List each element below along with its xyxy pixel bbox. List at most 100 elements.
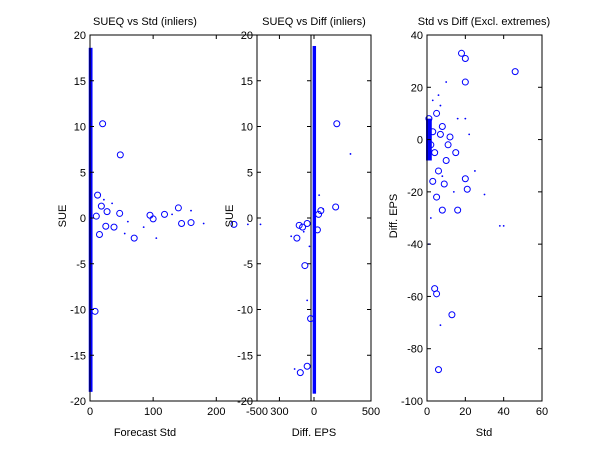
data-point-dot <box>502 224 505 227</box>
data-point <box>146 211 154 219</box>
data-point <box>332 203 340 211</box>
data-point <box>429 128 437 136</box>
data-point-dot <box>202 222 205 225</box>
y-axis-label: SUE <box>57 205 69 228</box>
data-point <box>299 223 307 231</box>
data-point <box>303 219 311 227</box>
y-tick-label: 20 <box>74 30 86 42</box>
data-point <box>429 177 437 185</box>
data-point-dot <box>439 324 442 327</box>
data-point <box>296 369 304 377</box>
data-point <box>95 230 103 238</box>
y-axis-label: Diff. EPS <box>388 194 400 238</box>
data-point <box>442 156 450 164</box>
data-point-dot <box>171 213 173 216</box>
data-point <box>333 120 341 128</box>
x-tick-label: 100 <box>144 406 162 418</box>
data-point-dot <box>483 193 486 196</box>
data-point <box>461 55 469 63</box>
y-tick-label: 0 <box>80 213 86 225</box>
x-tick-label: 0 <box>424 406 430 418</box>
data-point <box>511 68 519 76</box>
data-point <box>91 307 99 315</box>
data-point <box>440 180 448 188</box>
data-point <box>431 149 439 157</box>
data-point <box>315 210 323 218</box>
data-point <box>438 206 446 214</box>
data-point-dot <box>452 190 455 193</box>
data-point-dot <box>322 207 325 210</box>
x-axis-label: Std <box>476 427 493 439</box>
y-tick-label: -15 <box>70 350 86 362</box>
data-point <box>454 206 462 214</box>
data-point <box>116 151 124 159</box>
data-point <box>178 219 186 227</box>
x-tick-label: 0 <box>311 406 317 418</box>
data-point <box>174 204 182 212</box>
y-tick-label: -5 <box>243 259 253 271</box>
data-point <box>317 207 325 215</box>
data-point-dot <box>246 223 249 226</box>
data-point-dot <box>498 224 501 227</box>
chart-title: Std vs Diff (Excl. extremes) <box>418 16 550 28</box>
x-tick-label: 300 <box>270 406 288 418</box>
data-point <box>435 366 442 374</box>
data-point-dot <box>259 223 262 226</box>
data-point-dot <box>439 104 442 107</box>
data-point-dot <box>123 232 126 235</box>
data-point <box>435 167 442 175</box>
data-point-dot <box>308 245 311 248</box>
x-axis-label: Diff. EPS <box>292 427 336 439</box>
plot-area <box>426 34 543 402</box>
y-tick-label: -15 <box>237 350 253 362</box>
data-point-dot <box>102 198 105 201</box>
data-point <box>92 212 100 220</box>
dense-point-cluster <box>312 45 317 394</box>
data-point <box>293 234 301 242</box>
data-point-dot <box>142 226 145 229</box>
data-point <box>102 222 110 230</box>
data-point <box>103 208 111 216</box>
y-tick-label: -40 <box>407 239 423 251</box>
data-point <box>187 219 195 227</box>
x-tick-label: 0 <box>87 406 93 418</box>
data-point <box>303 362 311 370</box>
x-tick-label: 40 <box>498 406 510 418</box>
data-point-dot <box>464 117 467 120</box>
x-axis-label: Forecast Std <box>114 427 176 439</box>
x-tick-label: 500 <box>362 406 380 418</box>
y-tick-label: 15 <box>74 76 86 88</box>
data-point-dot <box>474 170 476 172</box>
data-point <box>463 185 471 193</box>
data-point <box>433 193 441 201</box>
data-point <box>149 215 157 223</box>
panel-sueq-vs-std: SUEQ vs Std (inliers) Forecast Std SUE 0… <box>57 16 312 439</box>
y-tick-label: -5 <box>76 259 86 271</box>
data-point-dot <box>456 117 459 120</box>
data-point <box>438 123 446 130</box>
y-tick-label: -20 <box>407 187 423 199</box>
x-tick-label: -500 <box>246 406 268 418</box>
data-point-dot <box>190 209 192 212</box>
y-tick-label: 40 <box>411 30 423 42</box>
y-tick-label: -10 <box>237 305 253 317</box>
data-point-dot <box>111 202 113 205</box>
data-point <box>110 223 118 231</box>
data-point <box>433 109 441 117</box>
y-tick-label: 20 <box>241 30 253 42</box>
y-tick-label: -100 <box>401 396 423 408</box>
y-axis-label: SUE <box>224 205 236 228</box>
data-point-dot <box>445 81 448 83</box>
x-tick-label: 200 <box>207 406 225 418</box>
data-point <box>230 220 238 228</box>
data-point <box>448 311 456 319</box>
data-point <box>99 120 107 128</box>
x-tick-label: 20 <box>459 406 471 418</box>
y-tick-label: 15 <box>241 76 253 88</box>
data-point <box>313 226 321 234</box>
data-point-dot <box>293 368 296 370</box>
y-tick-label: 5 <box>80 167 86 179</box>
y-tick-label: 10 <box>241 122 253 134</box>
y-tick-label: 5 <box>247 167 253 179</box>
